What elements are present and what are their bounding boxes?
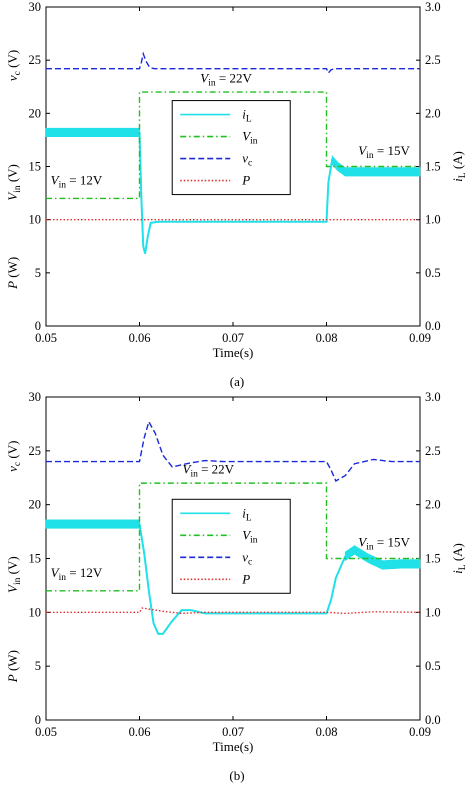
- y-axis-label: P (W): [5, 650, 20, 683]
- panel-caption: (a): [230, 374, 244, 389]
- legend-box: [171, 498, 291, 594]
- y-tick-label: 10: [29, 605, 42, 619]
- x-tick-label: 0.09: [409, 725, 431, 739]
- y2-tick-label: 0.0: [425, 319, 441, 333]
- value-annotation: Vin = 12V: [51, 173, 103, 191]
- panel-caption: (b): [229, 768, 244, 783]
- legend-label: P: [241, 571, 250, 586]
- x-tick-label: 0.07: [222, 331, 244, 345]
- y2-tick-label: 1.0: [425, 605, 441, 619]
- value-annotation: Vin = 12V: [51, 565, 103, 583]
- y-axis-label: Vin (V): [5, 556, 23, 593]
- x-axis-label: Time(s): [213, 739, 254, 754]
- x-tick-label: 0.08: [316, 331, 338, 345]
- y2-tick-label: 1.5: [425, 552, 441, 566]
- y2-tick-label: 2.5: [425, 444, 441, 458]
- y-axis-label-text: Vin (V): [5, 556, 23, 593]
- y2-tick-label: 1.5: [425, 160, 441, 174]
- y-tick-label: 15: [29, 552, 42, 566]
- x-tick-label: 0.06: [129, 725, 151, 739]
- series-vc-line: [46, 51, 420, 75]
- y-axis-label-text: vc (V): [5, 441, 23, 472]
- x-tick-label: 0.05: [35, 331, 57, 345]
- y-tick-label: 0: [35, 319, 41, 333]
- y2-tick-label: 0.5: [425, 266, 441, 280]
- y-tick-label: 0: [35, 713, 41, 727]
- series-Vin-line: [46, 91, 420, 200]
- legend: iL Vin vc P: [171, 100, 291, 196]
- y2-axis-label: iL (A): [450, 151, 468, 182]
- x-tick-label: 0.09: [409, 331, 431, 345]
- value-annotation: Vin = 22V: [200, 70, 252, 88]
- legend: iL Vin vc P: [171, 498, 291, 594]
- y-tick-label: 25: [29, 444, 42, 458]
- legend-label: Vin: [242, 527, 258, 545]
- y-axis-label: P (W): [5, 257, 20, 290]
- y-tick-label: 5: [35, 266, 41, 280]
- legend-box: [171, 100, 291, 196]
- legend-label: Vin: [242, 129, 258, 147]
- y2-tick-label: 3.0: [425, 390, 441, 404]
- chart-panel-a: 0.05 0.06 0.07 0.08 0.09 0 5 10 15 20 25 30 0.0 0.5 1.…: [5, 0, 468, 389]
- y-tick-label: 15: [29, 160, 42, 174]
- y-axis-label: vc (V): [5, 50, 23, 81]
- chart-panel-b: 0.05 0.06 0.07 0.08 0.09 0 5 10 15 20 25 30 0.0 0.5 1.…: [5, 390, 468, 783]
- x-tick-label: 0.05: [35, 725, 57, 739]
- y-tick-label: 5: [35, 659, 41, 673]
- x-tick-label: 0.08: [316, 725, 338, 739]
- y2-axis-label: iL (A): [450, 543, 468, 574]
- x-tick-label: 0.06: [129, 331, 151, 345]
- legend-label: iL: [242, 107, 252, 125]
- y-axis-label-text: P (W): [5, 650, 20, 683]
- y2-tick-label: 2.5: [425, 53, 441, 67]
- y-tick-label: 10: [29, 213, 42, 227]
- y-tick-label: 30: [29, 0, 42, 14]
- y-tick-label: 30: [29, 390, 42, 404]
- legend-label: iL: [242, 505, 252, 523]
- legend-label: vc: [242, 549, 252, 567]
- series-iL-line: [46, 523, 420, 635]
- y2-tick-label: 2.0: [425, 498, 441, 512]
- y-tick-label: 25: [29, 53, 42, 67]
- legend-label: vc: [242, 151, 252, 169]
- y2-axis-label-text: iL (A): [450, 151, 468, 182]
- y2-axis-label-text: iL (A): [450, 543, 468, 574]
- y2-tick-label: 1.0: [425, 213, 441, 227]
- series-P-line: [46, 607, 421, 615]
- y2-tick-label: 0.5: [425, 659, 441, 673]
- y-axis-label: Vin (V): [5, 164, 23, 201]
- y2-tick-label: 0.0: [425, 713, 441, 727]
- legend-label: P: [241, 173, 250, 188]
- value-annotation: Vin = 22V: [183, 461, 235, 479]
- y-axis-label-text: Vin (V): [5, 164, 23, 201]
- y-tick-label: 20: [29, 498, 42, 512]
- x-axis-label: Time(s): [213, 345, 254, 360]
- series-iL-line: [46, 131, 420, 254]
- x-tick-label: 0.07: [222, 725, 244, 739]
- y2-tick-label: 2.0: [425, 106, 441, 120]
- value-annotation: Vin = 15V: [358, 535, 410, 553]
- y-axis-label-text: vc (V): [5, 50, 23, 81]
- y-axis-label: vc (V): [5, 441, 23, 472]
- y-tick-label: 20: [29, 106, 42, 120]
- series-Vin-line: [46, 482, 420, 592]
- series-vc-line: [46, 419, 420, 482]
- y-axis-label-text: P (W): [5, 257, 20, 290]
- y2-tick-label: 3.0: [425, 0, 441, 14]
- value-annotation: Vin = 15V: [358, 143, 410, 161]
